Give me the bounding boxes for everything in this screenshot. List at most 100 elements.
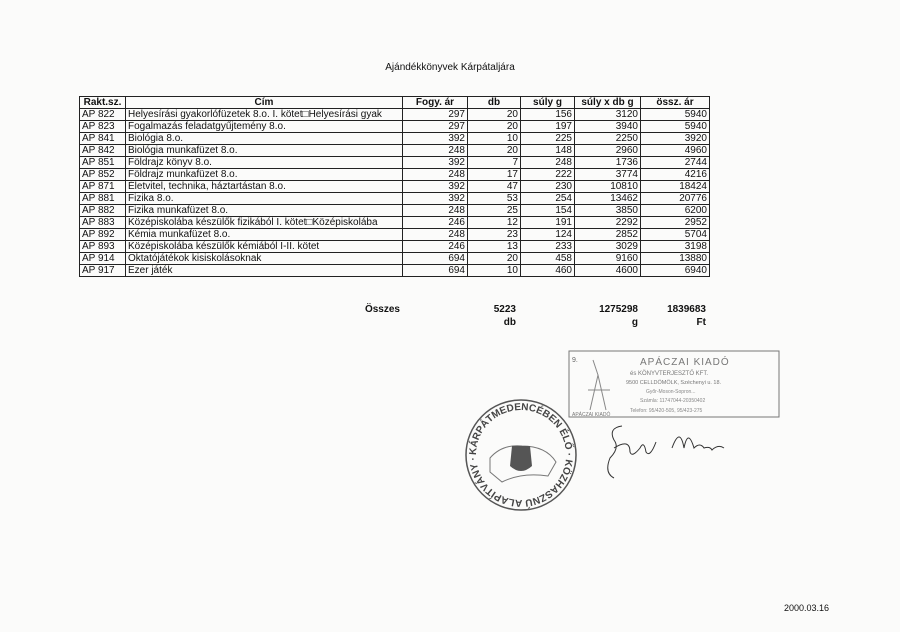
cell-total-weight: 3120 [574, 108, 641, 121]
cell-rakt-sz: AP 914 [79, 252, 126, 265]
cell-total-weight: 4600 [574, 264, 641, 277]
cell-total-price: 5940 [640, 108, 710, 121]
cell-title: Fizika munkafüzet 8.o. [125, 204, 403, 217]
total-weight-unit: g [631, 317, 638, 328]
book-table: Rakt.sz. Cím Fogy. ár db súly g súly x d… [79, 96, 710, 277]
table-row: AP 822 Helyesírási gyakorlófüzetek 8.o. I… [79, 108, 710, 121]
cell-total-weight: 3774 [574, 168, 641, 181]
cell-weight: 248 [520, 156, 575, 169]
cell-total-price: 5940 [640, 120, 710, 133]
cell-weight: 191 [520, 216, 575, 229]
cell-weight: 230 [520, 180, 575, 193]
cell-rakt-sz: AP 852 [79, 168, 126, 181]
cell-title: Helyesírási gyakorlófüzetek 8.o. I. köte… [125, 108, 403, 121]
cell-rakt-sz: AP 823 [79, 120, 126, 133]
cell-title: Életvitel, technika, háztartástan 8.o. [125, 180, 403, 193]
cell-total-weight: 3029 [574, 240, 641, 253]
cell-title: Földrajz munkafüzet 8.o. [125, 168, 403, 181]
cell-price: 297 [402, 108, 468, 121]
cell-total-weight: 13462 [574, 192, 641, 205]
stamp-line4: Számla: 11747044-20350402 [640, 398, 705, 404]
document-date: 2000.03.16 [784, 603, 830, 613]
cell-rakt-sz: AP 882 [79, 204, 126, 217]
publisher-stamp: 9. APÁCZAI KIADÓ APÁCZAI KIADÓ és KÖNYVT… [568, 350, 780, 418]
col-ossz-ar: össz. ár [640, 96, 710, 109]
cell-weight: 148 [520, 144, 575, 157]
cell-price: 694 [402, 264, 468, 277]
cell-price: 248 [402, 168, 468, 181]
cell-rakt-sz: AP 851 [79, 156, 126, 169]
cell-total-price: 13880 [640, 252, 710, 265]
total-price-unit: Ft [696, 317, 706, 328]
table-row: AP 823 Fogalmazás feladatgyűjtemény 8.o. 2… [79, 120, 710, 133]
cell-quantity: 25 [467, 204, 521, 217]
cell-quantity: 20 [467, 108, 521, 121]
cell-rakt-sz: AP 842 [79, 144, 126, 157]
cell-quantity: 17 [467, 168, 521, 181]
table-row: AP 917 Ezer játék 694 10 460 4600 6940 [79, 264, 710, 277]
cell-total-price: 6940 [640, 264, 710, 277]
stamp-name: APÁCZAI KIADÓ [640, 355, 730, 368]
cell-title: Oktatójátékok kisiskolásoknak [125, 252, 403, 265]
table-row: AP 851 Földrajz könyv 8.o. 392 7 248 1736 2744 [79, 156, 710, 169]
cell-weight: 225 [520, 132, 575, 145]
col-ar: Fogy. ár [402, 96, 468, 109]
cell-weight: 460 [520, 264, 575, 277]
cell-total-weight: 2292 [574, 216, 641, 229]
cell-price: 248 [402, 144, 468, 157]
cell-total-weight: 3850 [574, 204, 641, 217]
cell-quantity: 53 [467, 192, 521, 205]
cell-total-price: 3198 [640, 240, 710, 253]
cell-price: 392 [402, 192, 468, 205]
cell-weight: 124 [520, 228, 575, 241]
cell-total-price: 4216 [640, 168, 710, 181]
cell-price: 392 [402, 156, 468, 169]
cell-total-price: 2952 [640, 216, 710, 229]
document-title: Ajándékkönyvek Kárpátaljára [385, 62, 515, 73]
cell-quantity: 23 [467, 228, 521, 241]
cell-rakt-sz: AP 841 [79, 132, 126, 145]
table-row: AP 871 Életvitel, technika, háztartástan … [79, 180, 710, 193]
cell-total-price: 2744 [640, 156, 710, 169]
cell-rakt-sz: AP 883 [79, 216, 126, 229]
cell-title: Középiskolába készülők fizikából I. köte… [125, 216, 403, 229]
cell-total-price: 18424 [640, 180, 710, 193]
col-rakt: Rakt.sz. [79, 96, 126, 109]
cell-total-weight: 2852 [574, 228, 641, 241]
stamp-line3: Győr-Moson-Sopron... [646, 389, 695, 395]
cell-total-price: 4960 [640, 144, 710, 157]
coat-of-arms-icon [510, 446, 532, 471]
cell-total-weight: 2960 [574, 144, 641, 157]
col-cim: Cím [125, 96, 403, 109]
cell-total-price: 20776 [640, 192, 710, 205]
cell-price: 297 [402, 120, 468, 133]
total-weight: 1275298 [599, 304, 638, 315]
cell-rakt-sz: AP 881 [79, 192, 126, 205]
cell-weight: 458 [520, 252, 575, 265]
cell-total-weight: 2250 [574, 132, 641, 145]
total-price: 1839683 [667, 304, 706, 315]
cell-title: Középiskolába készülők kémiából I-II. kö… [125, 240, 403, 253]
col-suly-db: súly x db g [574, 96, 641, 109]
cell-rakt-sz: AP 871 [79, 180, 126, 193]
cell-rakt-sz: AP 822 [79, 108, 126, 121]
round-seal: KÁRPÁTMEDENCÉBEN ÉLŐ · KÖZHASZNÚ ALAPÍTV… [465, 399, 577, 511]
cell-quantity: 47 [467, 180, 521, 193]
stamp-logo-text: APÁCZAI KIADÓ [572, 411, 610, 418]
cell-price: 392 [402, 132, 468, 145]
total-label: Összes [364, 304, 400, 315]
signature [607, 425, 725, 479]
stamp-line1: és KÖNYVTERJESZTŐ KFT. [630, 370, 708, 377]
table-row: AP 914 Oktatójátékok kisiskolásoknak 694 20… [79, 252, 710, 265]
cell-quantity: 10 [467, 132, 521, 145]
cell-title: Biológia 8.o. [125, 132, 403, 145]
cell-weight: 156 [520, 108, 575, 121]
cell-title: Földrajz könyv 8.o. [125, 156, 403, 169]
table-row: AP 852 Földrajz munkafüzet 8.o. 248 17 222 37… [79, 168, 710, 181]
cell-rakt-sz: AP 892 [79, 228, 126, 241]
cell-price: 248 [402, 228, 468, 241]
cell-quantity: 7 [467, 156, 521, 169]
cell-title: Fizika 8.o. [125, 192, 403, 205]
col-db: db [467, 96, 521, 109]
publisher-logo-icon [588, 359, 610, 411]
